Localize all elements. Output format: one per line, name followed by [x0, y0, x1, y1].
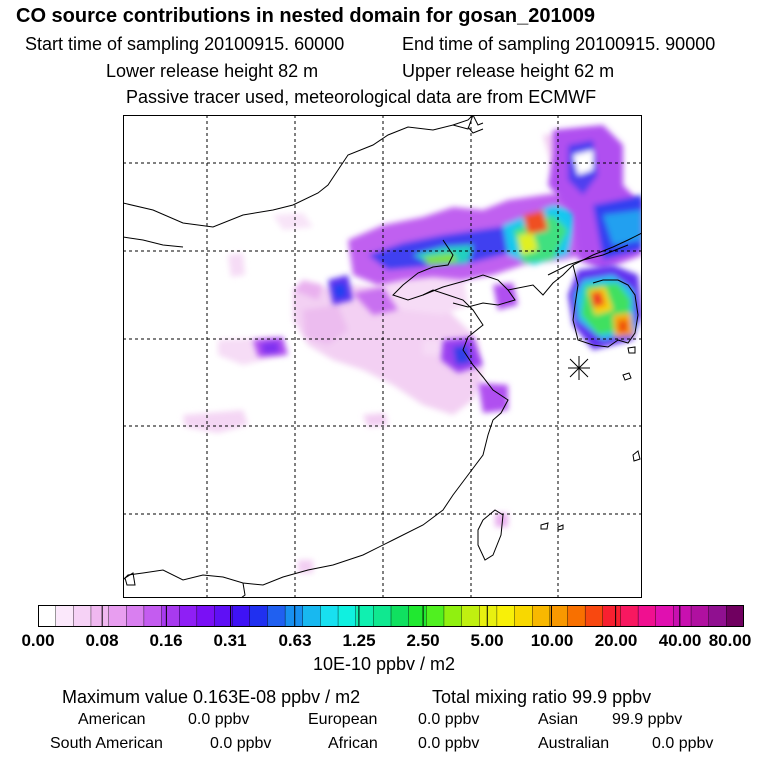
colorbar-cell	[637, 605, 657, 627]
lat-lon-grid	[123, 115, 642, 598]
region-value: 0.0 ppbv	[210, 735, 272, 752]
colorbar-cell	[479, 605, 498, 627]
colorbar-cell	[337, 605, 357, 627]
colorbar-cell	[461, 605, 481, 627]
colorbar-cell	[408, 605, 428, 627]
colorbar-tick: 0.16	[149, 631, 183, 650]
colorbar-cell	[567, 605, 586, 627]
region-name: South American	[50, 735, 163, 752]
end-time-label: End time of sampling 20100915. 90000	[402, 34, 716, 54]
colorbar-cell	[655, 605, 675, 627]
colorbar-cell	[584, 605, 604, 627]
region-value: 0.0 ppbv	[652, 735, 714, 752]
colorbar-tick: 0.63	[278, 631, 312, 650]
colorbar-tick: 1.25	[342, 631, 376, 650]
colorbar-cell	[249, 605, 269, 627]
tracer-note: Passive tracer used, meteorological data…	[126, 87, 597, 107]
receptor-marker-icon	[568, 356, 590, 380]
colorbar-cell	[55, 605, 75, 627]
coastlines	[123, 115, 642, 598]
colorbar	[38, 605, 744, 627]
colorbar-tick: 0.08	[85, 631, 119, 650]
colorbar-cell	[426, 605, 445, 627]
colorbar-cell	[284, 605, 304, 627]
colorbar-units: 10E-10 ppbv / m2	[312, 654, 456, 674]
region-value: 99.9 ppbv	[612, 711, 683, 728]
region-name: American	[78, 711, 146, 728]
colorbar-cell	[602, 605, 622, 627]
region-name: European	[308, 711, 378, 728]
colorbar-cell	[90, 605, 110, 627]
colorbar-cell	[708, 605, 728, 627]
map-title: CO source contributions in nested domain…	[16, 5, 596, 27]
total-mixing-ratio: Total mixing ratio 99.9 ppbv	[432, 687, 652, 707]
maximum-value: Maximum value 0.163E-08 ppbv / m2	[62, 687, 361, 707]
map-frame	[123, 115, 642, 598]
start-time-label: Start time of sampling 20100915. 60000	[25, 34, 345, 54]
colorbar-cell	[443, 605, 463, 627]
colorbar-tick: 2.50	[406, 631, 440, 650]
colorbar-tick: 20.00	[594, 631, 638, 650]
colorbar-cell	[320, 605, 339, 627]
colorbar-cell	[267, 605, 286, 627]
colorbar-cell	[196, 605, 216, 627]
region-value: 0.0 ppbv	[418, 711, 480, 728]
plume-korea	[568, 265, 642, 350]
upper-release-height: Upper release height 62 m	[402, 61, 615, 81]
colorbar-cell	[390, 605, 410, 627]
colorbar-tick: 10.00	[530, 631, 574, 650]
colorbar-cell	[549, 605, 569, 627]
colorbar-cell	[373, 605, 392, 627]
lower-release-height: Lower release height 82 m	[106, 61, 319, 81]
region-name: Australian	[538, 735, 610, 752]
colorbar-cell	[690, 605, 710, 627]
colorbar-cell	[673, 605, 692, 627]
colorbar-cell	[143, 605, 163, 627]
colorbar-cell	[231, 605, 251, 627]
colorbar-cell	[126, 605, 145, 627]
colorbar-tick: 0.31	[213, 631, 247, 650]
colorbar-cell	[214, 605, 233, 627]
contribution-map	[123, 115, 642, 598]
region-value: 0.0 ppbv	[418, 735, 480, 752]
colorbar-cell	[38, 605, 57, 627]
region-name: African	[328, 735, 378, 752]
colorbar-cell	[532, 605, 551, 627]
colorbar-cell	[620, 605, 639, 627]
colorbar-cell	[73, 605, 92, 627]
colorbar-cell	[302, 605, 322, 627]
colorbar-cell	[108, 605, 128, 627]
colorbar-tick: 80.00	[708, 631, 752, 650]
colorbar-cell	[514, 605, 533, 627]
colorbar-cell	[726, 605, 744, 627]
region-value: 0.0 ppbv	[188, 711, 250, 728]
region-name: Asian	[538, 711, 579, 728]
colorbar-cell	[161, 605, 181, 627]
colorbar-tick: 40.00	[658, 631, 702, 650]
colorbar-tick: 0.00	[21, 631, 55, 650]
colorbar-cell	[178, 605, 198, 627]
plume-northeast	[548, 125, 642, 270]
colorbar-tick: 5.00	[470, 631, 504, 650]
colorbar-cell	[496, 605, 516, 627]
